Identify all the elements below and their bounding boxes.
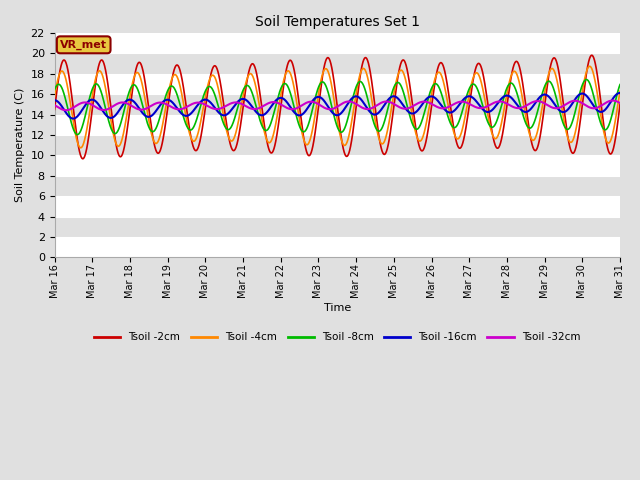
Tsoil -4cm [586, 63, 593, 69]
Bar [54, 196, 620, 216]
Tsoil -16cm [419, 101, 426, 107]
Tsoil -4cm [154, 140, 161, 145]
Bar [54, 125, 620, 135]
Bar [54, 94, 620, 115]
Bar [54, 156, 620, 166]
Title: Soil Temperatures Set 1: Soil Temperatures Set 1 [255, 15, 420, 29]
Tsoil -16cm [51, 97, 58, 103]
Tsoil -16cm [473, 99, 481, 105]
Bar [54, 206, 620, 216]
Tsoil -2cm [51, 107, 58, 112]
Tsoil -4cm [473, 70, 481, 76]
Tsoil -4cm [267, 139, 275, 144]
Tsoil -2cm [79, 156, 86, 162]
Bar [54, 196, 620, 206]
Bar [54, 33, 620, 53]
Tsoil -2cm [588, 52, 596, 58]
Tsoil -16cm [154, 106, 161, 112]
Line: Tsoil -4cm: Tsoil -4cm [54, 66, 620, 148]
Bar [54, 135, 620, 156]
Bar [54, 145, 620, 156]
Tsoil -32cm [51, 102, 58, 108]
Tsoil -4cm [51, 94, 58, 99]
Bar [54, 33, 620, 43]
Tsoil -8cm [516, 99, 524, 105]
Bar [54, 63, 620, 74]
Tsoil -32cm [154, 100, 161, 106]
Bar [54, 247, 620, 257]
Bar [54, 237, 620, 247]
Tsoil -2cm [516, 64, 524, 70]
Tsoil -16cm [516, 105, 524, 111]
Bar [54, 84, 620, 94]
Tsoil -16cm [69, 116, 77, 121]
Tsoil -32cm [609, 97, 616, 103]
Tsoil -16cm [390, 94, 397, 99]
Y-axis label: Soil Temperature (C): Soil Temperature (C) [15, 88, 25, 203]
Bar [54, 237, 620, 257]
Tsoil -8cm [267, 121, 275, 127]
Tsoil -2cm [154, 150, 161, 156]
Bar [54, 115, 620, 135]
Tsoil -32cm [616, 100, 624, 106]
Tsoil -8cm [473, 84, 481, 90]
Tsoil -2cm [419, 148, 426, 154]
Bar [54, 176, 620, 186]
Tsoil -8cm [582, 77, 590, 83]
Bar [54, 43, 620, 53]
Tsoil -16cm [616, 90, 624, 96]
Tsoil -8cm [154, 122, 161, 128]
Bar [54, 227, 620, 237]
Legend: Tsoil -2cm, Tsoil -4cm, Tsoil -8cm, Tsoil -16cm, Tsoil -32cm: Tsoil -2cm, Tsoil -4cm, Tsoil -8cm, Tsoi… [90, 328, 584, 347]
Tsoil -32cm [62, 108, 70, 113]
Tsoil -16cm [616, 90, 624, 96]
Bar [54, 166, 620, 176]
Tsoil -4cm [419, 135, 426, 141]
Line: Tsoil -32cm: Tsoil -32cm [54, 100, 620, 110]
Tsoil -32cm [419, 99, 426, 105]
Tsoil -4cm [516, 81, 524, 86]
Line: Tsoil -2cm: Tsoil -2cm [54, 55, 620, 159]
X-axis label: Time: Time [324, 303, 351, 313]
Tsoil -32cm [516, 105, 524, 111]
Tsoil -2cm [473, 63, 481, 69]
Bar [54, 74, 620, 94]
Bar [54, 94, 620, 104]
Tsoil -8cm [51, 87, 58, 93]
Tsoil -2cm [390, 104, 397, 109]
Bar [54, 53, 620, 63]
Tsoil -8cm [390, 85, 397, 91]
Tsoil -4cm [390, 91, 397, 97]
Bar [54, 176, 620, 196]
Bar [54, 216, 620, 227]
Tsoil -4cm [616, 88, 624, 94]
Bar [54, 74, 620, 84]
Tsoil -32cm [473, 105, 481, 110]
Tsoil -4cm [77, 145, 84, 151]
Tsoil -32cm [267, 99, 275, 105]
Bar [54, 186, 620, 196]
Tsoil -32cm [390, 101, 397, 107]
Bar [54, 53, 620, 74]
Bar [54, 156, 620, 176]
Tsoil -8cm [616, 82, 624, 87]
Tsoil -16cm [267, 105, 275, 110]
Line: Tsoil -16cm: Tsoil -16cm [54, 93, 620, 119]
Bar [54, 216, 620, 237]
Tsoil -8cm [419, 117, 426, 122]
Tsoil -2cm [616, 101, 624, 107]
Bar [54, 135, 620, 145]
Bar [54, 104, 620, 115]
Tsoil -8cm [74, 132, 81, 137]
Text: VR_met: VR_met [60, 40, 107, 50]
Tsoil -2cm [267, 150, 275, 156]
Bar [54, 12, 620, 33]
Bar [54, 115, 620, 125]
Line: Tsoil -8cm: Tsoil -8cm [54, 80, 620, 134]
